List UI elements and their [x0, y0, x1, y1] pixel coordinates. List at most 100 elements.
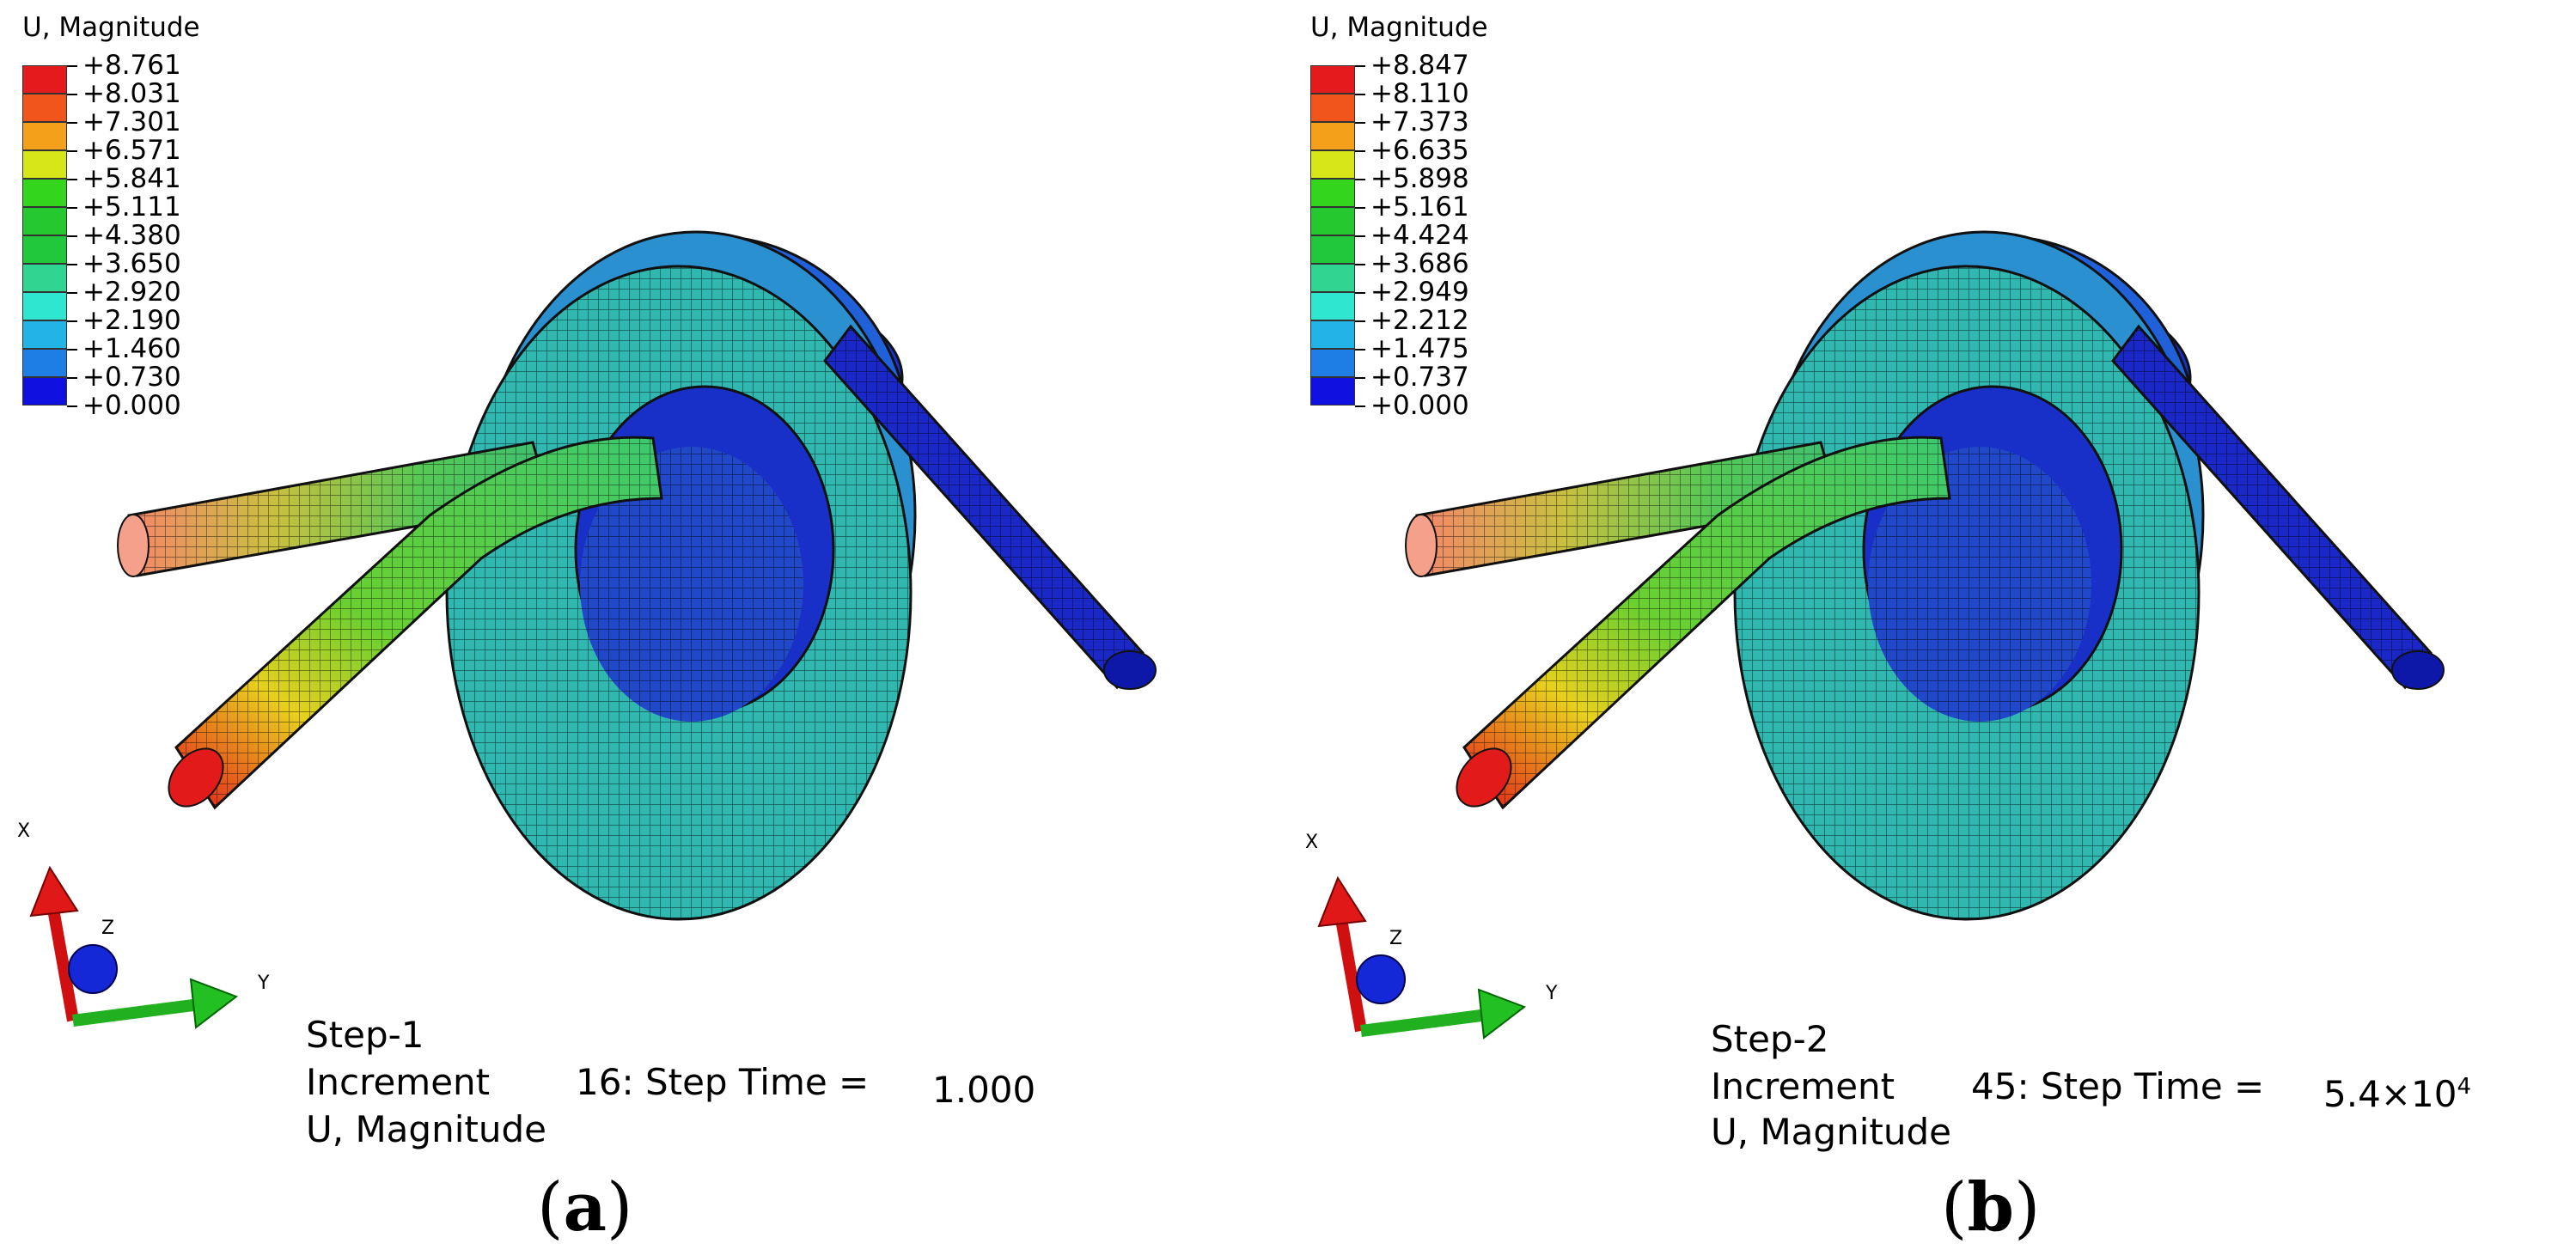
legend-tick: [67, 207, 77, 209]
legend-swatch: [22, 179, 67, 207]
legend-swatch: [1310, 179, 1355, 207]
step-time-value: 1.000: [932, 1069, 1036, 1111]
coordinate-triad: [29, 865, 239, 1029]
legend-tick: [1355, 292, 1365, 294]
legend-swatch: [1310, 320, 1355, 349]
legend-swatch: [22, 65, 67, 94]
x-axis-arrow: [47, 907, 79, 1022]
legend-tick: [67, 122, 77, 124]
legend-swatch: [22, 264, 67, 292]
legend-value: +5.898: [1370, 163, 1469, 194]
spring-coils: [1733, 230, 2205, 921]
step-label: Step-2: [1711, 1018, 1829, 1060]
legend-swatch: [22, 292, 67, 320]
legend-value: +6.571: [82, 135, 181, 166]
caption-b: (b): [1941, 1168, 2041, 1247]
legend-tick: [67, 377, 77, 379]
legend-value: +0.000: [1370, 390, 1469, 421]
x-axis-label: X: [1305, 832, 1319, 853]
legend-value: +8.110: [1370, 78, 1469, 109]
y-axis-label: Y: [1546, 983, 1558, 1004]
legend-tick: [67, 235, 77, 237]
legend-title: U, Magnitude: [22, 12, 200, 43]
legend-swatch: [1310, 264, 1355, 292]
legend-swatch: [22, 122, 67, 150]
legend-tick: [67, 94, 77, 95]
legend-tick: [1355, 235, 1365, 237]
panel-b: U, Magnitude +8.847 +8.110 +7.373 +6.635 +5.…: [1288, 0, 2576, 1256]
legend-tick: [67, 320, 77, 322]
increment-text: 45: Step Time =: [1971, 1065, 2265, 1107]
legend-value: +7.373: [1370, 107, 1469, 137]
legend-value: +0.730: [82, 362, 181, 393]
legend-tick: [1355, 349, 1365, 351]
increment-text: 16: Step Time =: [576, 1061, 870, 1103]
z-axis-label: Z: [101, 918, 115, 939]
step-label: Step-1: [306, 1014, 424, 1056]
legend-swatch: [1310, 207, 1355, 235]
upper-left-arm: [117, 441, 552, 577]
y-axis-arrow: [1360, 1009, 1482, 1037]
legend-tick: [1355, 264, 1365, 265]
z-axis-label: Z: [1389, 928, 1403, 949]
legend-tick: [1355, 207, 1365, 209]
legend-title: U, Magnitude: [1310, 12, 1488, 43]
legend-tick: [1355, 179, 1365, 180]
legend-value: +0.000: [82, 390, 181, 421]
legend-value: +4.424: [1370, 220, 1469, 251]
legend-swatch: [1310, 122, 1355, 150]
increment-label: Increment: [306, 1061, 491, 1103]
legend-tick: [67, 179, 77, 180]
legend-tick: [67, 292, 77, 294]
legend-value: +4.380: [82, 220, 181, 251]
legend-value: +3.650: [82, 248, 181, 279]
y-axis-arrow: [72, 999, 194, 1027]
y-axis-label: Y: [258, 972, 270, 994]
legend-swatch: [1310, 94, 1355, 122]
spring-model-view: [29, 230, 1157, 1029]
legend-swatch: [22, 377, 67, 405]
legend-swatch: [22, 94, 67, 122]
legend-value: +2.212: [1370, 305, 1469, 336]
legend-swatch: [22, 150, 67, 179]
caption-a: (a): [537, 1168, 633, 1247]
right-arm: [2111, 324, 2445, 690]
legend-value: +6.635: [1370, 135, 1469, 166]
legend-swatch: [1310, 349, 1355, 377]
spring-model-view: [1317, 230, 2445, 1040]
z-axis-marker: [1356, 954, 1406, 1004]
right-arm: [823, 324, 1157, 690]
legend-swatch: [22, 207, 67, 235]
legend-value: +8.761: [82, 50, 181, 81]
legend-swatch: [1310, 235, 1355, 264]
legend-tick: [1355, 320, 1365, 322]
legend-tick: [1355, 150, 1365, 152]
legend-swatch: [22, 320, 67, 349]
legend-value: +3.686: [1370, 248, 1469, 279]
legend-tick: [67, 65, 77, 67]
legend-swatch: [1310, 292, 1355, 320]
legend-value: +5.111: [82, 192, 181, 223]
legend-value: +8.847: [1370, 50, 1469, 81]
legend-tick: [1355, 94, 1365, 95]
legend-swatch: [22, 349, 67, 377]
legend-value: +5.841: [82, 163, 181, 194]
legend-value: +2.190: [82, 305, 181, 336]
legend-tick: [67, 405, 77, 407]
legend-value: +1.460: [82, 333, 181, 364]
z-axis-marker: [68, 944, 118, 994]
legend-swatch: [22, 235, 67, 264]
increment-label: Increment: [1711, 1065, 1895, 1107]
legend-tick: [1355, 377, 1365, 379]
legend-tick: [1355, 405, 1365, 407]
legend-tick: [67, 150, 77, 152]
x-axis-arrow: [1335, 918, 1367, 1033]
legend-swatch: [1310, 150, 1355, 179]
legend-tick: [1355, 65, 1365, 67]
spring-coils: [445, 230, 917, 921]
legend-value: +2.920: [82, 277, 181, 308]
legend-swatch: [1310, 65, 1355, 94]
legend-tick: [67, 349, 77, 351]
legend-value: +0.737: [1370, 362, 1469, 393]
legend-tick: [1355, 122, 1365, 124]
